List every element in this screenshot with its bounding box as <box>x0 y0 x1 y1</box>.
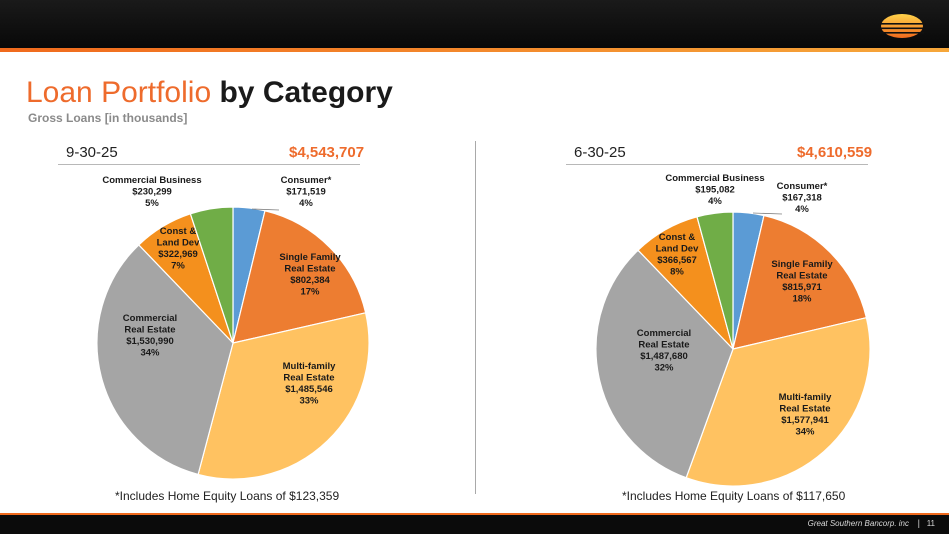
footer-bar: Great Southern Bancorp. inc | 11 <box>0 513 949 534</box>
chart-1-date: 9-30-25 <box>66 144 118 161</box>
data-label-commercial-re: Commercial Real Estate $1,530,990 34% <box>123 313 177 359</box>
pie-slice-multi-family <box>685 316 871 487</box>
data-label-commercial-business: Commercial Business $195,082 4% <box>665 173 764 207</box>
footer-company: Great Southern Bancorp. inc <box>807 519 909 528</box>
data-label-const-land-dev: Const & Land Dev $366,567 8% <box>656 232 699 278</box>
data-label-commercial-business: Commercial Business $230,299 5% <box>102 175 201 209</box>
company-logo-icon <box>880 14 924 38</box>
data-label-single-family: Single Family Real Estate $815,971 18% <box>771 259 833 305</box>
data-label-single-family: Single Family Real Estate $802,384 17% <box>279 252 341 298</box>
data-label-commercial-re: Commercial Real Estate $1,487,680 32% <box>637 328 691 374</box>
page-subtitle: Gross Loans [in thousands] <box>28 111 188 125</box>
chart-1-footnote: *Includes Home Equity Loans of $123,359 <box>115 489 340 503</box>
pie-slice-multi-family <box>197 312 370 480</box>
footer-separator: | <box>917 518 920 528</box>
chart-2-rule <box>566 164 868 165</box>
title-bold: by Category <box>219 76 393 109</box>
data-label-const-land-dev: Const & Land Dev $322,969 7% <box>157 226 200 272</box>
title-light: Loan Portfolio <box>26 76 212 109</box>
leader-line-consumer <box>752 212 783 215</box>
chart-2-date: 6-30-25 <box>574 144 626 161</box>
pie-slice-commercial-re <box>595 249 734 479</box>
pie-slice-commercial-re <box>96 244 234 476</box>
data-label-multi-family: Multi-family Real Estate $1,485,546 33% <box>283 361 336 407</box>
data-label-multi-family: Multi-family Real Estate $1,577,941 34% <box>779 392 832 438</box>
chart-2-footnote: *Includes Home Equity Loans of $117,650 <box>622 489 846 503</box>
data-label-consumer: Consumer* $167,318 4% <box>777 181 828 215</box>
page-title: Loan Portfolio by Category <box>26 76 393 110</box>
data-label-consumer: Consumer* $171,519 4% <box>281 175 332 209</box>
header-bar <box>0 0 949 48</box>
pie-slice-commercial-business <box>189 206 234 344</box>
pie-chart-1: Consumer* $171,519 4% Single Family Real Est… <box>96 175 370 480</box>
header-accent-line <box>0 48 949 52</box>
leader-line-consumer <box>251 208 280 211</box>
pie-chart-2: Consumer* $167,318 4% Single Family Real Est… <box>595 173 871 487</box>
chart-1-rule <box>58 164 360 165</box>
pie-slice-commercial-business <box>696 211 734 350</box>
vertical-divider <box>475 141 476 494</box>
pie-slice-single-family <box>232 210 367 344</box>
chart-1-total: $4,543,707 <box>289 144 365 161</box>
page-number: 11 <box>926 519 935 528</box>
chart-2-total: $4,610,559 <box>797 144 873 161</box>
pie-slice-single-family <box>732 214 868 350</box>
